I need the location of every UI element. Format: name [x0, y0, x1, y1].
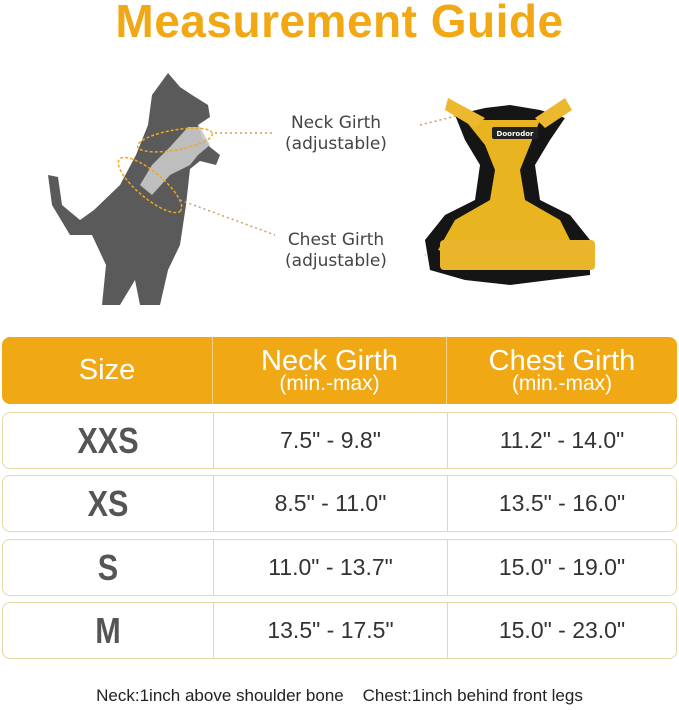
- header-size: Size: [78, 354, 136, 386]
- neck-cell: 11.0" - 13.7": [213, 540, 447, 595]
- size-cell: XS: [87, 482, 129, 524]
- measurement-footnote: Neck:1inch above shoulder bone Chest:1in…: [96, 686, 583, 705]
- cat-silhouette-illustration: [48, 73, 220, 305]
- size-cell: S: [97, 546, 119, 588]
- harness-illustration: Doorodor: [425, 98, 595, 285]
- chest-cell: 13.5" - 16.0": [447, 476, 676, 531]
- measure-leader-lines: [179, 114, 461, 256]
- chest-cell: 15.0" - 23.0": [447, 603, 676, 658]
- svg-text:Doorodor: Doorodor: [497, 130, 535, 138]
- neck-cell: 7.5" - 9.8": [213, 413, 447, 468]
- table-row: M 13.5" - 17.5" 15.0" - 23.0": [2, 602, 677, 659]
- neck-girth-label: Neck Girth: [290, 113, 382, 133]
- chest-girth-sublabel: (adjustable): [285, 251, 387, 271]
- table-row: XXS 7.5" - 9.8" 11.2" - 14.0": [2, 412, 677, 469]
- chest-cell: 11.2" - 14.0": [447, 413, 676, 468]
- header-neck-girth: Neck Girth: [261, 345, 398, 377]
- neck-cell: 13.5" - 17.5": [213, 603, 447, 658]
- table-row: S 11.0" - 13.7" 15.0" - 19.0": [2, 539, 677, 596]
- size-table-header: Size Neck Girth (min.-max) Chest Girth (mi…: [2, 337, 677, 404]
- size-cell: XXS: [77, 419, 139, 461]
- table-row: XS 8.5" - 11.0" 13.5" - 16.0": [2, 475, 677, 532]
- header-chest-girth: Chest Girth: [488, 345, 636, 377]
- neck-cell: 8.5" - 11.0": [213, 476, 447, 531]
- size-cell: M: [95, 609, 121, 651]
- header-neck-girth-sub: (min.-max): [279, 372, 380, 395]
- page-title: Measurement Guide: [115, 0, 564, 47]
- chest-girth-label: Chest Girth: [287, 230, 385, 250]
- neck-girth-sublabel: (adjustable): [285, 134, 387, 154]
- header-chest-girth-sub: (min.-max): [511, 372, 613, 395]
- chest-cell: 15.0" - 19.0": [447, 540, 676, 595]
